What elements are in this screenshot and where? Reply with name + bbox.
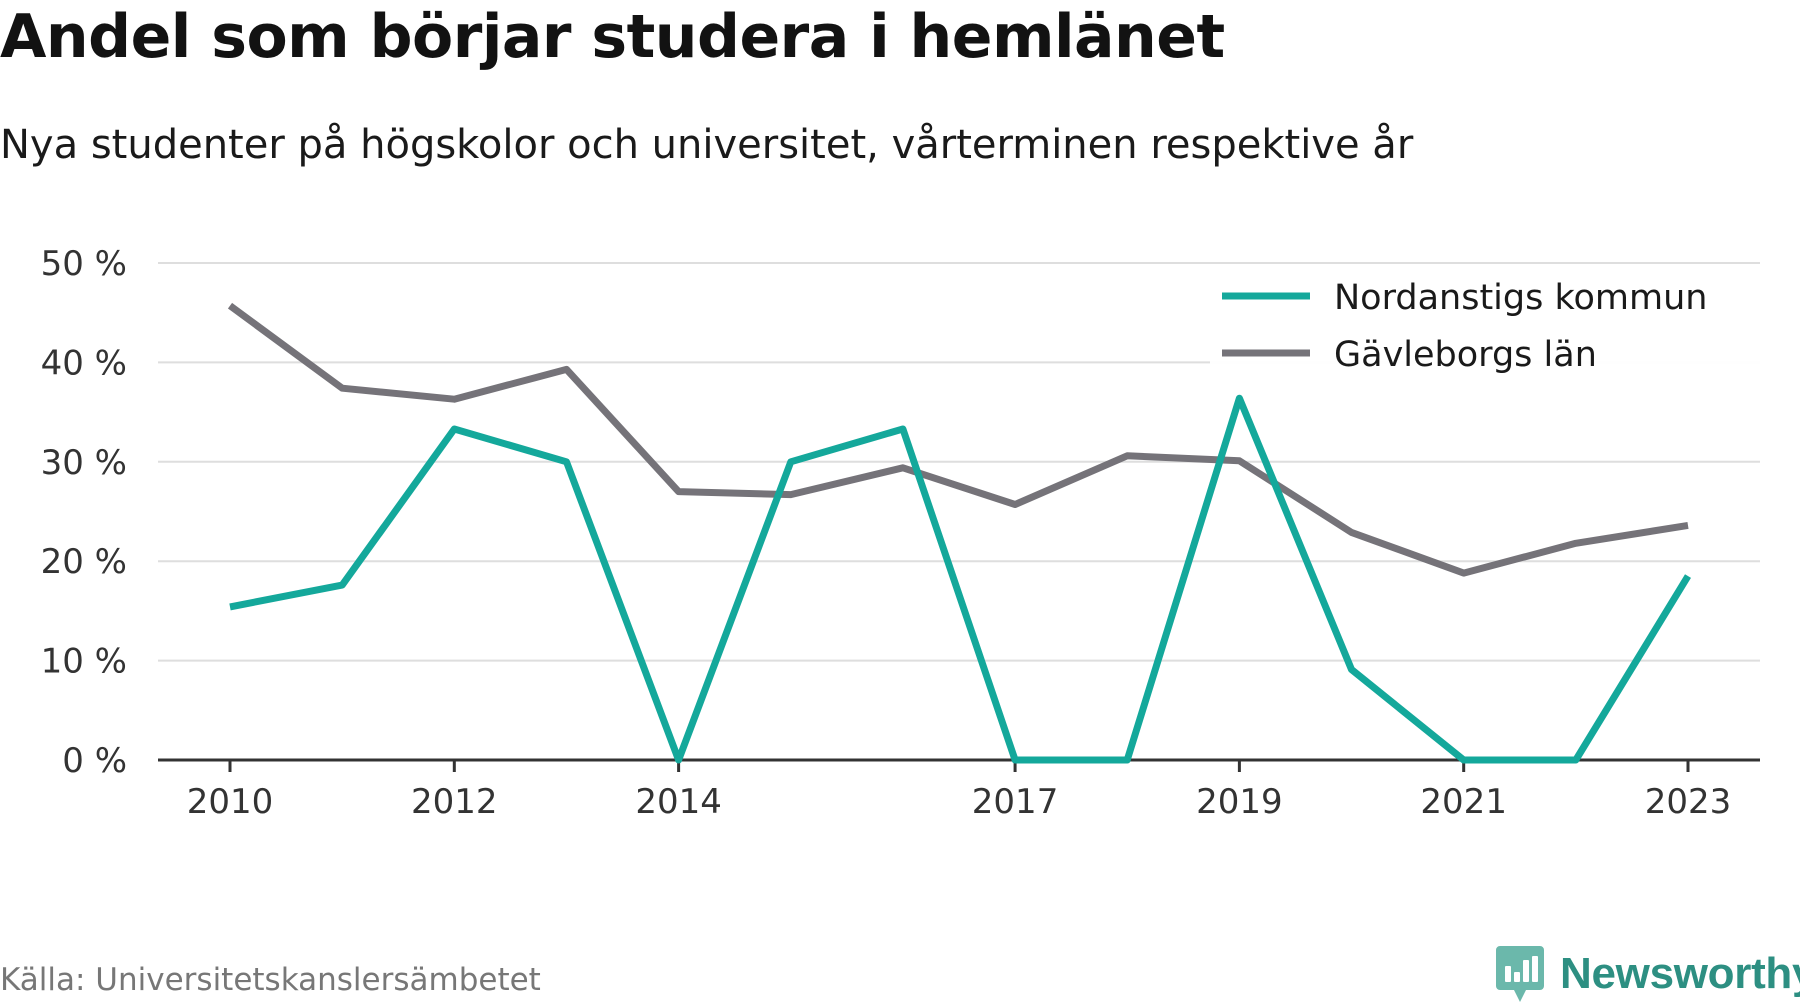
bar-chart-speech-bubble-icon [1496, 946, 1544, 1002]
series-lines [227, 302, 1691, 764]
series-line-gavleborg [227, 302, 1689, 577]
x-tick-label: 2017 [972, 782, 1059, 822]
legend-label-nordanstig: Nordanstigs kommun [1334, 278, 1707, 318]
x-tick-label: 2012 [411, 782, 498, 822]
x-tick-label: 2021 [1420, 782, 1507, 822]
brand-name: Newsworthy [1560, 949, 1800, 998]
legend: Nordanstigs kommun Gävleborgs län [1210, 264, 1760, 375]
chart-subtitle: Nya studenter på högskolor och universit… [0, 122, 1414, 168]
legend-label-gavleborg: Gävleborgs län [1334, 335, 1597, 375]
y-tick-label: 50 % [41, 244, 127, 284]
y-axis-tick-labels: 0 % 10 % 20 % 30 % 40 % 50 % [41, 244, 127, 781]
y-tick-label: 30 % [41, 443, 127, 483]
y-tick-label: 10 % [41, 642, 127, 682]
y-tick-label: 20 % [41, 542, 127, 582]
x-axis-tick-labels: 2010 2012 2014 2017 2019 2021 2023 [187, 782, 1732, 822]
chart-title: Andel som börjar studera i hemlänet [0, 2, 1225, 72]
brand-logo: Newsworthy [1494, 944, 1800, 1004]
x-tick-label: 2019 [1196, 782, 1283, 822]
y-tick-label: 40 % [41, 343, 127, 383]
series-line-nordanstig [229, 394, 1691, 764]
x-tick-label: 2023 [1645, 782, 1732, 822]
y-tick-label: 0 % [62, 741, 127, 781]
x-tick-label: 2014 [635, 782, 722, 822]
source-note: Källa: Universitetskanslersämbetet [0, 962, 541, 998]
x-tick-label: 2010 [187, 782, 274, 822]
